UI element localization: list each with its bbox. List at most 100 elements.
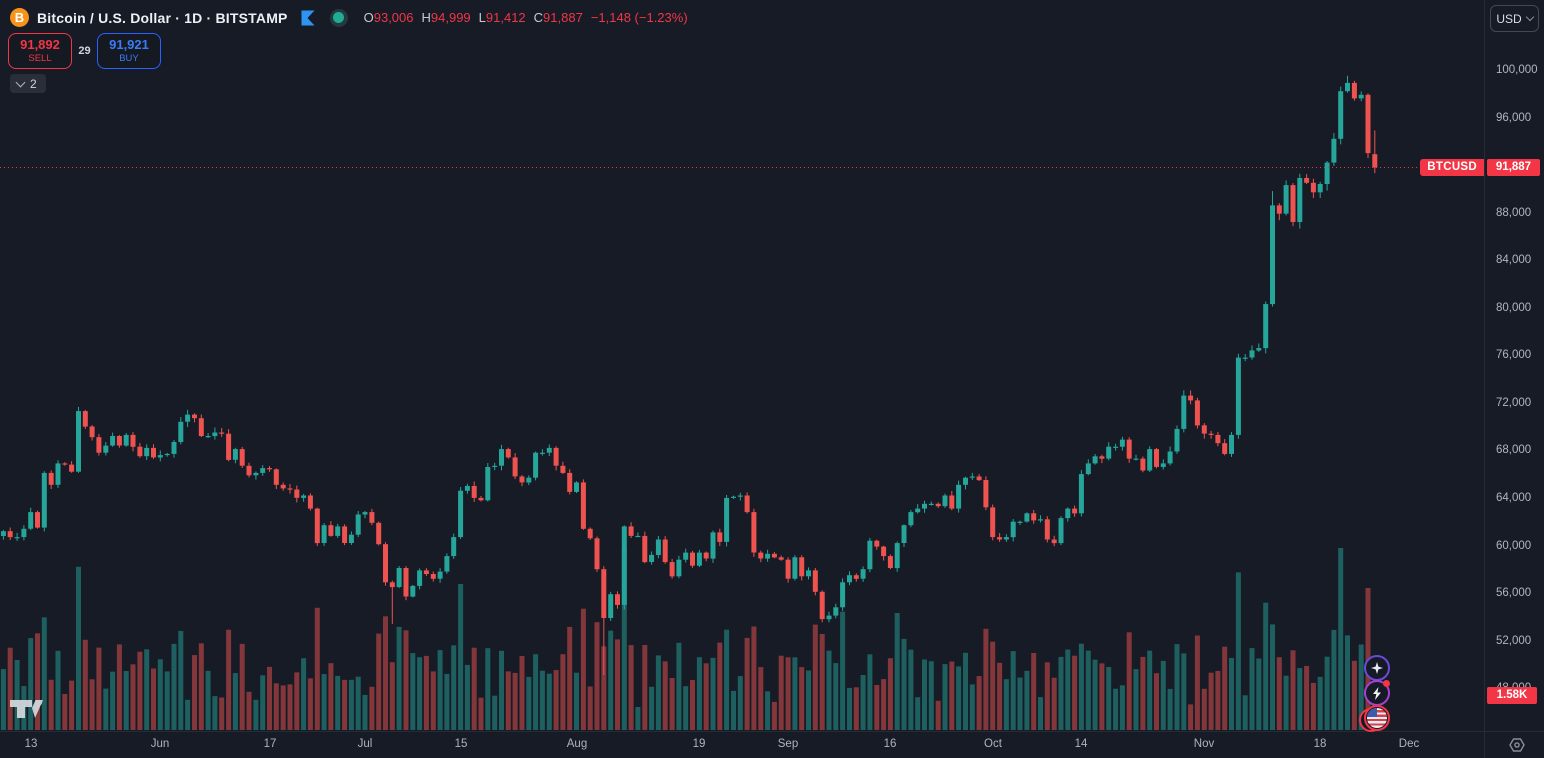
volume-bar <box>205 670 211 730</box>
candle <box>82 411 88 427</box>
volume-bar <box>649 686 655 730</box>
candle <box>178 421 184 442</box>
volume-bar <box>171 643 177 730</box>
price-tick-label: 76,000 <box>1496 349 1532 361</box>
candle <box>151 447 156 458</box>
volume-bar <box>137 651 143 730</box>
volume-bar <box>1317 676 1323 730</box>
volume-bar <box>840 611 846 730</box>
candle <box>785 559 791 579</box>
price-tick-label: 64,000 <box>1496 492 1532 504</box>
volume-bar <box>123 671 129 730</box>
volume-bar <box>103 688 109 730</box>
candle <box>1106 446 1112 459</box>
price-tick-label: 72,000 <box>1496 397 1532 409</box>
candle <box>471 486 477 498</box>
candle-wick <box>1135 454 1137 461</box>
volume-bar <box>526 676 532 730</box>
volume-bar <box>751 626 757 730</box>
flag-news-button[interactable] <box>1359 705 1390 732</box>
volume-bar <box>963 652 968 730</box>
time-axis[interactable]: 13 Jun 17 Jul 15 Aug 19 Sep 16 Oct 14 Nov 18 Dec <box>0 732 1544 758</box>
price-tick-label: 68,000 <box>1496 444 1532 456</box>
volume-bar <box>314 607 320 730</box>
lightning-alerts-button[interactable] <box>1364 680 1390 706</box>
candle <box>860 569 866 579</box>
volume-bar <box>328 663 334 730</box>
timezone-settings-icon[interactable] <box>1505 733 1529 757</box>
volume-bar <box>232 673 238 730</box>
candle <box>294 489 300 498</box>
candle <box>1188 395 1194 401</box>
candle <box>396 568 402 587</box>
candle <box>383 544 388 583</box>
candle <box>928 503 934 505</box>
candle <box>1283 185 1289 214</box>
volume-bar <box>853 687 859 730</box>
volume-bar <box>1283 675 1289 730</box>
volume-bar <box>62 694 68 730</box>
volume-bar <box>7 647 13 730</box>
price-tick-label: 52,000 <box>1496 635 1532 647</box>
volume-bar <box>1106 667 1112 730</box>
candle <box>710 532 716 559</box>
volume-bar <box>785 657 791 730</box>
candle-wick <box>1374 130 1376 174</box>
candle <box>62 463 68 465</box>
candle <box>499 449 504 466</box>
trade-panel: 91,892 SELL 29 91,921 BUY <box>8 33 161 69</box>
symbol-title[interactable]: Bitcoin / U.S. Dollar · 1D · BITSTAMP <box>37 9 288 26</box>
time-tick-label: Oct <box>984 738 1002 750</box>
volume-bar <box>69 680 75 730</box>
volume-bar <box>417 657 423 730</box>
candle <box>894 543 900 569</box>
candle <box>451 537 457 557</box>
buy-button[interactable]: 91,921 BUY <box>97 33 161 69</box>
collapse-panel-button[interactable]: 2 <box>10 74 46 93</box>
volume-bar <box>587 686 593 730</box>
volume-bar <box>601 646 607 730</box>
volume-bar <box>826 650 832 730</box>
candle <box>430 574 436 579</box>
candle <box>990 507 996 538</box>
price-axis[interactable]: 100,000 96,000 88,000 84,000 80,000 76,000 72,… <box>1485 0 1544 731</box>
sell-button[interactable]: 91,892 SELL <box>8 33 72 69</box>
volume-bar <box>430 671 436 730</box>
candle <box>314 508 320 544</box>
change-value: −1,148 (−1.23%) <box>590 10 688 25</box>
candle <box>1249 350 1255 358</box>
volume-bar <box>335 675 341 730</box>
candle <box>1317 184 1323 193</box>
candle <box>35 512 40 528</box>
candle <box>1085 463 1091 475</box>
market-open-dot[interactable] <box>329 8 348 27</box>
sparkle-assistant-button[interactable] <box>1364 655 1390 681</box>
candle <box>1092 456 1098 464</box>
volume-bar <box>771 701 777 730</box>
candle <box>410 585 416 597</box>
candle <box>21 528 27 538</box>
volume-bar <box>1229 657 1234 730</box>
volume-bar <box>942 664 948 730</box>
candle <box>76 411 81 472</box>
volume-bar <box>410 653 416 730</box>
volume-bar <box>369 686 375 730</box>
candle <box>1126 439 1132 459</box>
currency-dropdown[interactable]: USD <box>1490 5 1539 32</box>
candle <box>519 476 525 483</box>
candle <box>212 432 218 437</box>
volume-bar <box>499 650 504 730</box>
candle <box>219 432 225 434</box>
volume-bar <box>1044 662 1050 730</box>
candle <box>690 552 695 566</box>
candle <box>587 528 593 539</box>
volume-bar <box>765 691 771 730</box>
candle <box>1160 463 1166 467</box>
candle <box>792 557 798 579</box>
candle-wick <box>930 501 932 506</box>
candle <box>1297 178 1303 222</box>
volume-bar <box>1290 650 1296 730</box>
candle <box>553 447 559 466</box>
